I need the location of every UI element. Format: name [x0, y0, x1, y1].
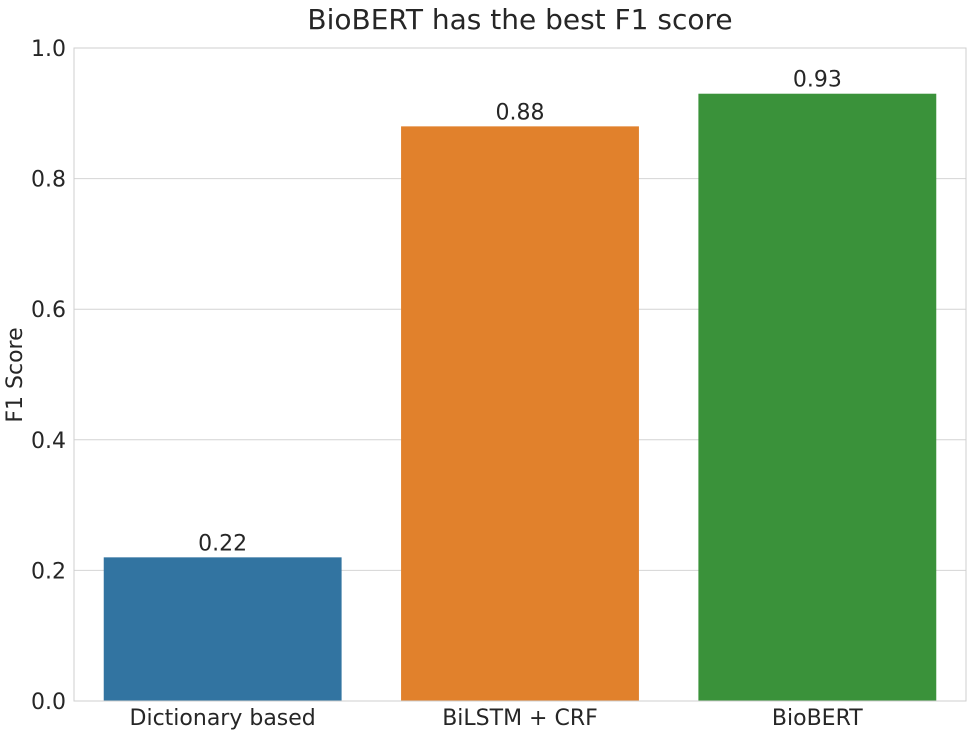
data-label: 0.93 [793, 68, 842, 93]
y-tick-label: 0.2 [31, 559, 66, 584]
y-axis-label: F1 Score [3, 327, 28, 422]
y-tick-label: 1.0 [31, 37, 66, 62]
x-tick-labels: Dictionary based BiLSTM + CRF BioBERT [130, 706, 864, 731]
x-tick-label: BiLSTM + CRF [442, 706, 598, 731]
y-tick-label: 0.4 [31, 429, 66, 454]
data-label: 0.22 [198, 531, 247, 556]
y-tick-labels: 0.0 0.2 0.4 0.6 0.8 1.0 [31, 37, 66, 715]
x-tick-label: BioBERT [772, 706, 863, 731]
plot-frame [73, 47, 967, 702]
y-tick-label: 0.8 [31, 168, 66, 193]
bar [103, 557, 342, 701]
y-tick-label: 0.6 [31, 298, 66, 323]
data-label: 0.88 [496, 100, 545, 125]
bars [103, 93, 937, 702]
y-tick-label: 0.0 [31, 690, 66, 715]
bar [401, 126, 639, 702]
bar [698, 93, 937, 701]
x-tick-label: Dictionary based [130, 706, 316, 731]
chart-title: BioBERT has the best F1 score [307, 3, 732, 36]
data-labels: 0.22 0.88 0.93 [198, 68, 842, 557]
